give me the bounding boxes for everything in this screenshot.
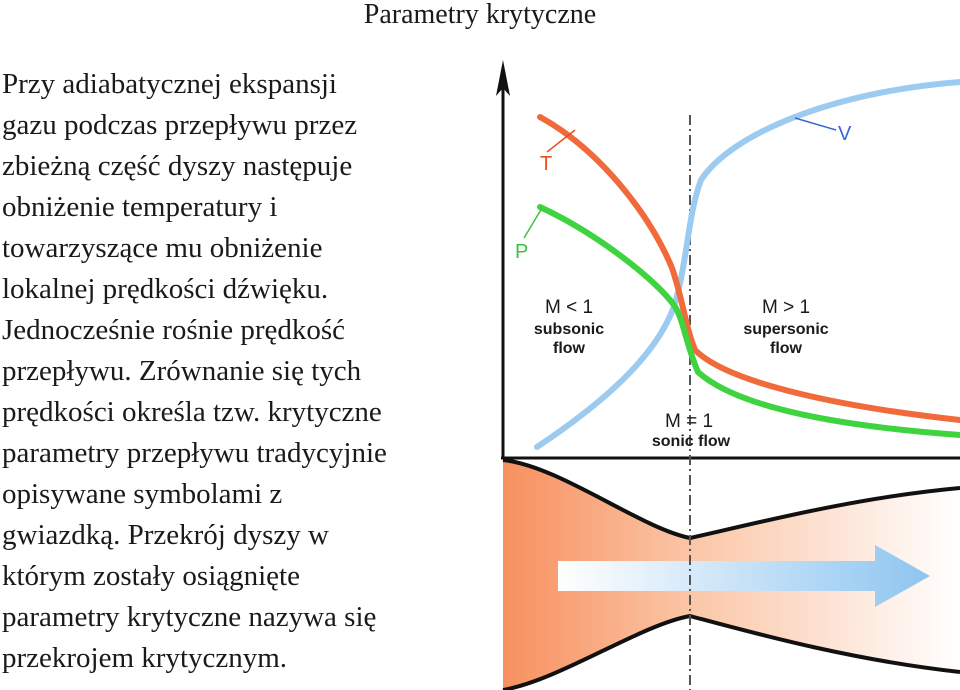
paragraph-line: przepływu. Zrównanie się tych <box>2 355 362 387</box>
paragraph-line: Jednocześnie rośnie prędkość <box>2 314 346 346</box>
paragraph-line: gazu podczas przepływu przez <box>2 109 358 141</box>
velocity-label: V <box>838 123 852 145</box>
vertical-axis-arrowhead <box>496 60 510 96</box>
paragraph-line: przekrojem krytycznym. <box>2 642 288 674</box>
paragraph-line: opisywane symbolami z <box>2 478 283 510</box>
supersonic-label: supersonic <box>743 321 828 338</box>
paragraph-line: parametry krytyczne nazywa się <box>2 601 377 633</box>
pressure-curve <box>537 204 960 438</box>
temperature-label-leader <box>546 129 576 153</box>
paragraph-line: towarzyszące mu obniżenie <box>2 232 323 264</box>
sonic-flow-label: sonic flow <box>652 433 731 450</box>
paragraph-line: Przy adiabatycznej ekspansji <box>2 68 337 100</box>
slide-title: Parametry krytyczne <box>363 0 597 30</box>
paragraph-line: którym zostały osiągnięte <box>2 560 300 592</box>
subsonic-label: subsonic <box>534 321 604 338</box>
nozzle-flow-diagram: T P V M < 1 subsonic flow M > 1 superson… <box>496 60 960 690</box>
subsonic-mach-label: M < 1 <box>545 297 593 318</box>
supersonic-flow-label: flow <box>770 340 803 357</box>
subsonic-flow-label: flow <box>553 340 586 357</box>
paragraph-line: zbieżną część dyszy następuje <box>2 150 353 182</box>
paragraph-line: lokalnej prędkości dźwięku. <box>2 273 329 305</box>
velocity-curve <box>534 79 960 450</box>
pressure-label-leader <box>523 207 543 239</box>
description-paragraph: Przy adiabatycznej ekspansji gazu podcza… <box>2 64 472 679</box>
flow-direction-arrow <box>558 545 930 607</box>
paragraph-line: prędkości określa tzw. krytyczne <box>2 396 382 428</box>
temperature-label: T <box>540 153 552 175</box>
supersonic-mach-label: M > 1 <box>762 297 810 318</box>
velocity-label-leader <box>794 117 837 131</box>
sonic-mach-label: M = 1 <box>665 411 713 432</box>
pressure-label: P <box>515 241 528 263</box>
paragraph-line: obniżenie temperatury i <box>2 191 278 223</box>
paragraph-line: gwiazdką. Przekrój dyszy w <box>2 519 329 551</box>
temperature-curve <box>537 114 960 423</box>
paragraph-line: parametry przepływu tradycyjnie <box>2 437 387 469</box>
